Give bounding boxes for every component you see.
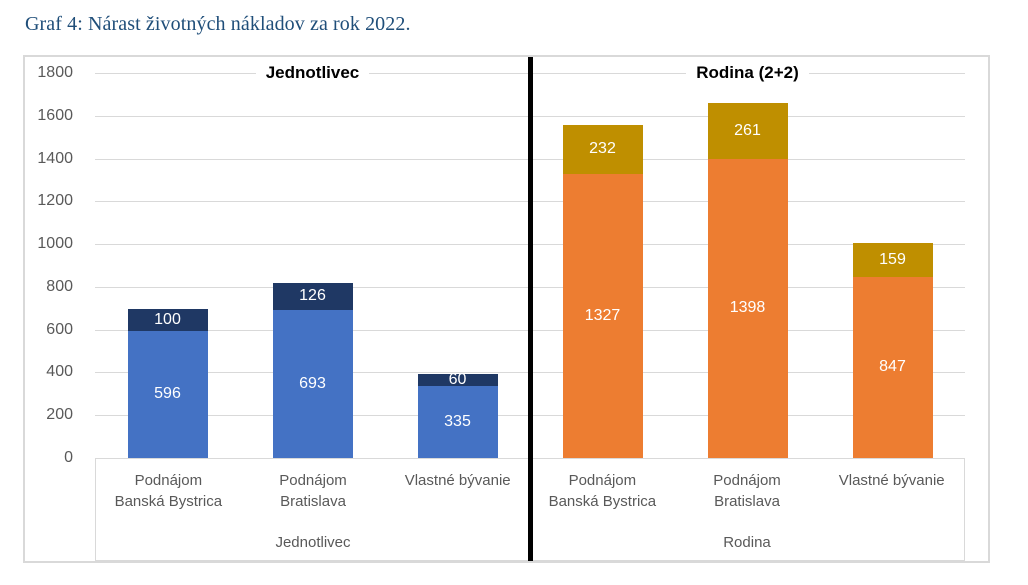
bar-segment-increase: 261 [707,103,788,159]
bar-value-label: 1327 [584,307,621,325]
y-axis-tick-label: 1400 [37,149,73,167]
category-label: Podnájom Banská Bystrica [96,470,241,512]
category-label-line: Banská Bystrica [114,493,223,510]
plot-area: 596 100 693 126 335 60 1327 232 1398 261 847 159 [95,73,965,459]
stacked-bar: 1327 232 [562,73,643,458]
stacked-bar: 693 126 [272,73,353,458]
category-label: Podnájom Bratislava [241,470,386,512]
bar-value-label: 60 [448,370,467,388]
bar-segment-base: 847 [852,276,933,458]
bar-value-label: 596 [154,385,181,403]
category-label: Vlastné bývanie [385,470,530,512]
bar-value-label: 100 [154,310,181,328]
bar-value-label: 126 [299,287,326,305]
category-label-line: Bratislava [714,493,780,510]
bar-slot: 1327 232 [530,73,675,458]
y-axis-tick-label: 200 [46,406,73,424]
group-axis-label: Jednotlivec [275,534,351,551]
bar-segment-increase: 60 [417,370,498,388]
bar-slot: 596 100 [95,73,240,458]
bar-segment-increase: 232 [562,124,643,175]
bar-value-label: 847 [879,358,906,376]
bar-segment-base: 693 [272,309,353,458]
y-axis-tick-label: 800 [46,277,73,295]
category-label-line: Podnájom [713,472,781,489]
bar-value-label: 1398 [729,299,766,317]
bar-slot: 1398 261 [675,73,820,458]
x-axis-label-box: Podnájom Banská Bystrica Podnájom Bratislav… [95,458,965,561]
bar-slot: 693 126 [240,73,385,458]
group-axis-label: Rodina [723,534,771,551]
category-label-row: Podnájom Banská Bystrica Podnájom Bratislav… [96,459,964,512]
category-label-line: Banská Bystrica [548,493,657,510]
y-axis-tick-label: 1800 [37,64,73,81]
bar-value-label: 232 [589,140,616,158]
y-axis-tick-label: 400 [46,363,73,381]
category-label-line: Vlastné bývanie [404,472,511,489]
bar-value-label: 261 [734,122,761,140]
panel-title-text: Jednotlivec [255,60,370,86]
bar-segment-base: 1327 [562,174,643,458]
group-label-row: Jednotlivec Rodina [96,534,964,551]
panel-titles: Jednotlivec Rodina (2+2) [95,60,965,86]
bar-slot: 847 159 [820,73,965,458]
stacked-bar: 847 159 [852,73,933,458]
y-axis-tick-label: 1600 [37,106,73,124]
bar-segment-base: 335 [417,386,498,458]
stacked-bar: 596 100 [127,73,208,458]
stacked-bar: 1398 261 [707,73,788,458]
category-label-line: Podnájom [279,472,347,489]
panel-title: Jednotlivec [95,60,530,86]
category-label-line: Bratislava [280,493,346,510]
bar-segment-base: 596 [127,330,208,458]
bar-slots: 596 100 693 126 335 60 1327 232 1398 261 847 159 [95,73,965,458]
category-label: Vlastné bývanie [819,470,964,512]
category-label-line: Podnájom [568,472,637,489]
bar-value-label: 159 [879,250,906,268]
panel-divider-line [528,57,533,561]
category-label: Podnájom Banská Bystrica [530,470,675,512]
bar-segment-increase: 100 [127,309,208,331]
y-axis-tick-label: 1200 [37,192,73,210]
y-axis-tick-label: 1000 [37,235,73,253]
category-label-line: Vlastné bývanie [838,472,945,489]
panel-title: Rodina (2+2) [530,60,965,86]
panel-title-text: Rodina (2+2) [686,60,809,86]
y-axis-tick-label: 600 [46,320,73,338]
category-label-line: Podnájom [134,472,203,489]
bar-slot: 335 60 [385,73,530,458]
bar-segment-base: 1398 [707,158,788,458]
chart-caption: Graf 4: Nárast životných nákladov za rok… [25,13,411,35]
chart-area: 0 200 400 600 800 1000 1200 1400 1600 1800 596 100… [23,55,990,563]
bar-segment-increase: 159 [852,242,933,277]
category-label: Podnájom Bratislava [675,470,820,512]
bar-value-label: 693 [299,374,326,392]
y-axis-tick-label: 0 [64,449,73,466]
stacked-bar: 335 60 [417,73,498,458]
y-axis: 0 200 400 600 800 1000 1200 1400 1600 1800 [25,57,85,561]
bar-value-label: 335 [444,413,471,431]
bar-segment-increase: 126 [272,282,353,310]
